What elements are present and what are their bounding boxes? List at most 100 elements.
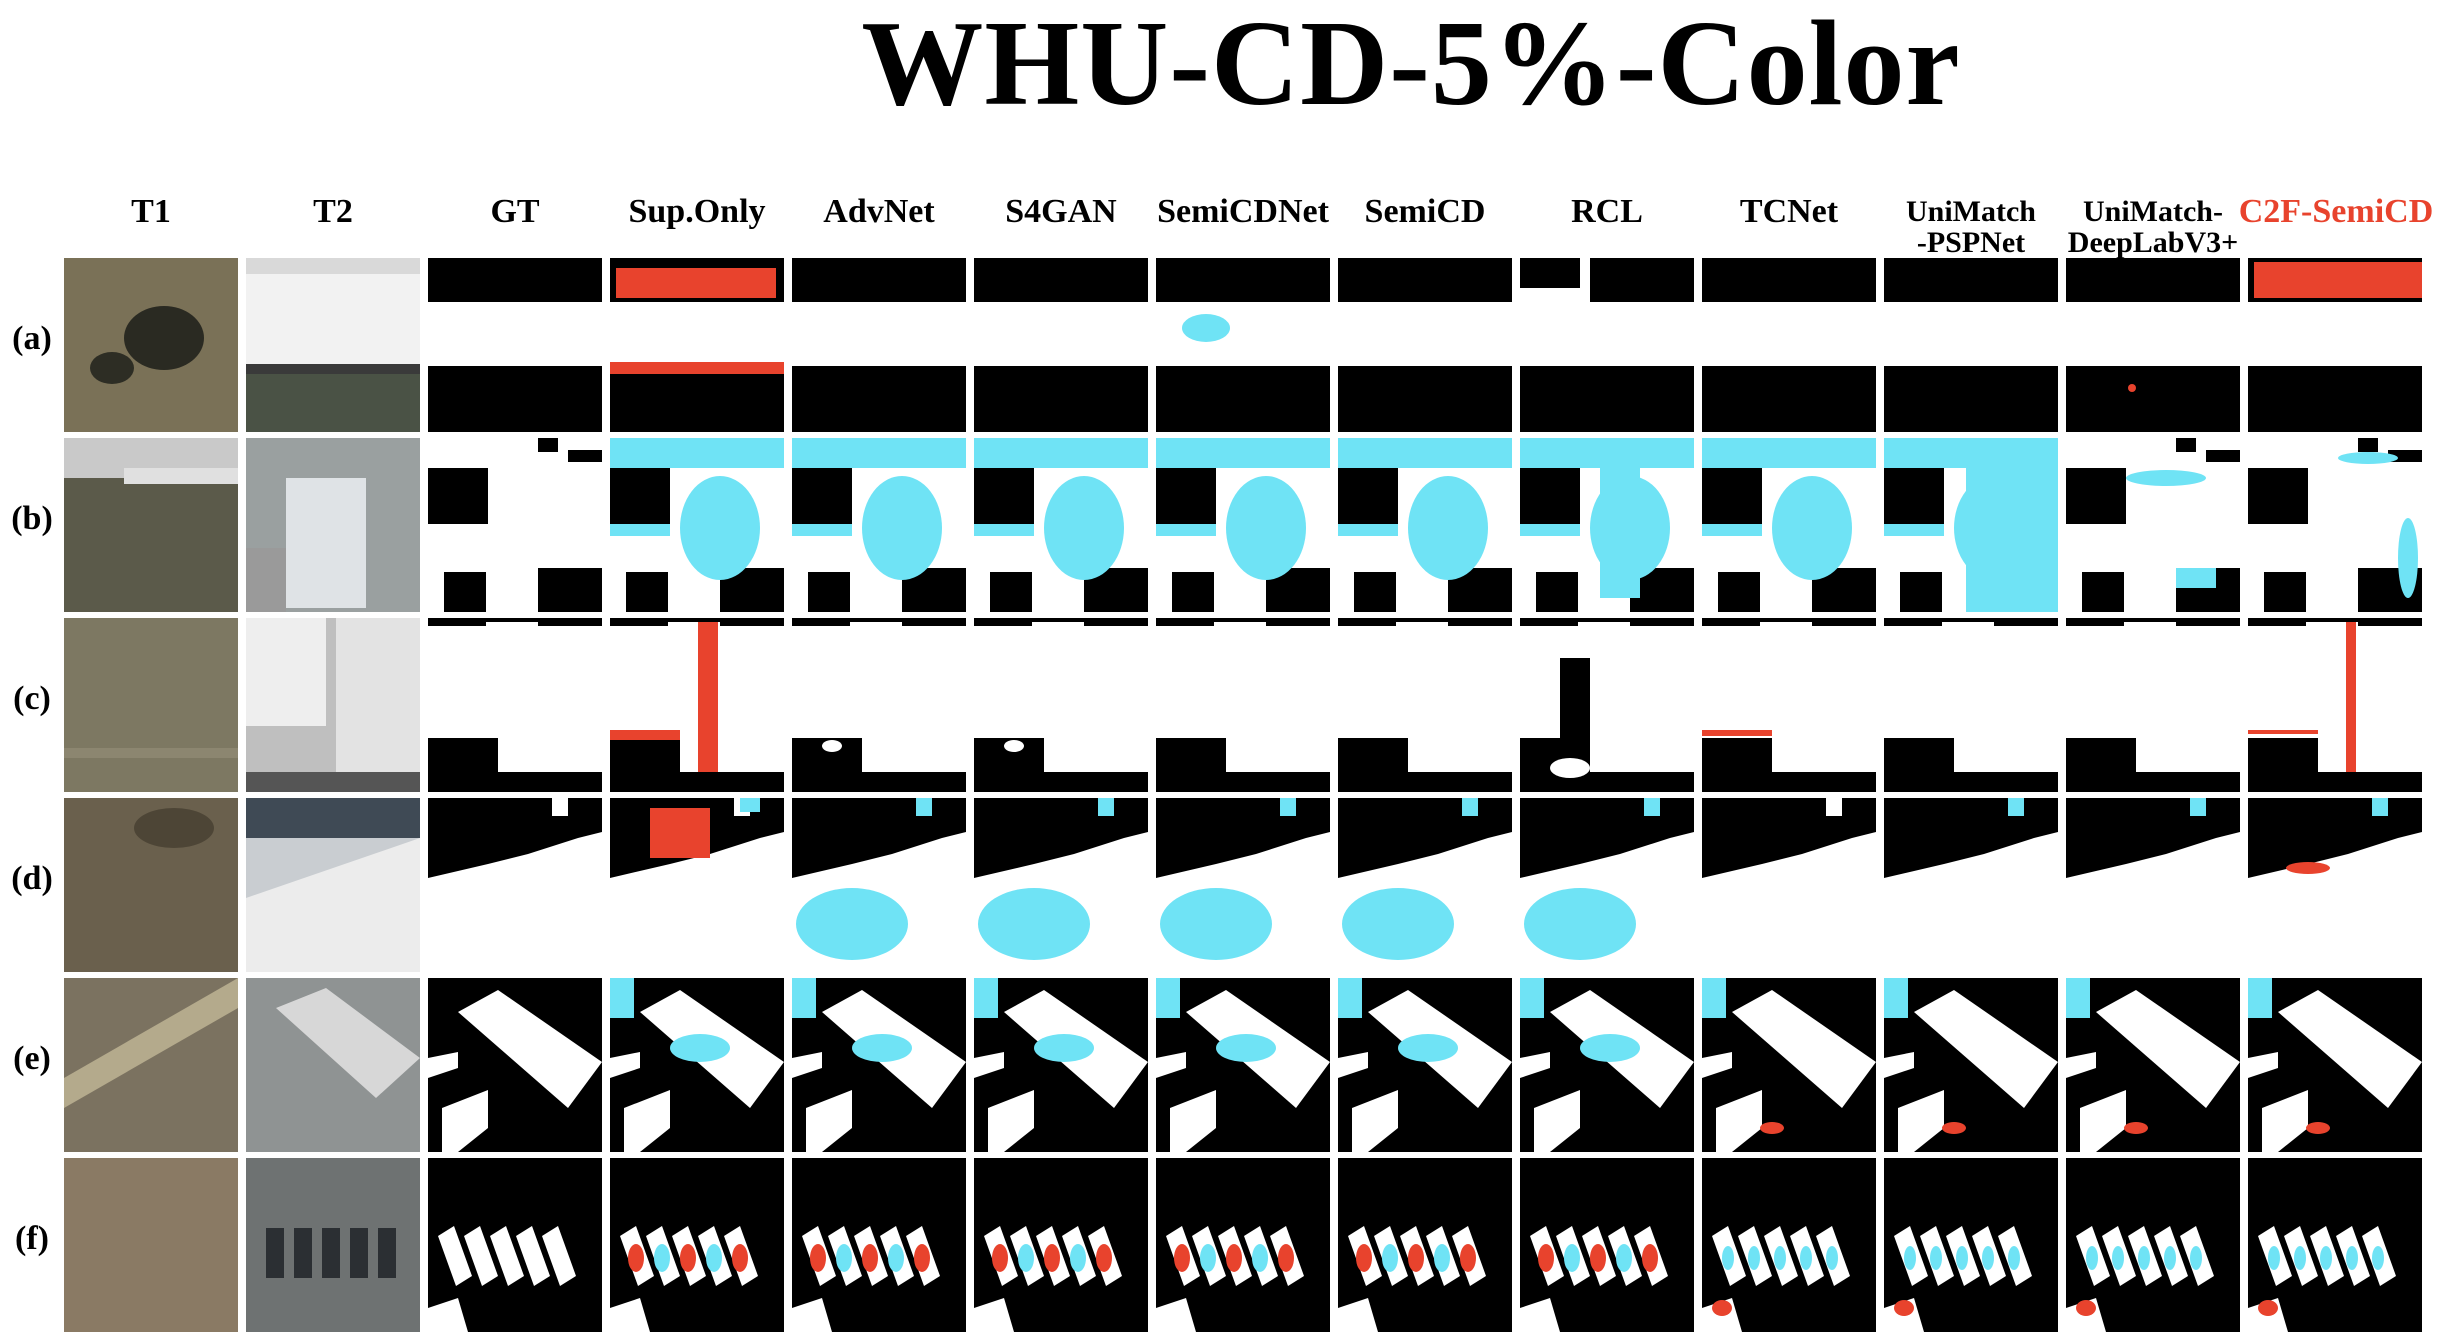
tile-image-d-s4gan xyxy=(974,798,1148,972)
tile-d-semicd xyxy=(1338,798,1512,972)
tile-e-unimatch-deeplabv3 xyxy=(2066,978,2240,1152)
tile-image-a-sup-only xyxy=(610,258,784,432)
column-header-advnet: AdvNet xyxy=(823,193,935,230)
column-header-semicdnet: SemiCDNet xyxy=(1157,193,1329,230)
tile-image-c-c2f-semicd xyxy=(2248,618,2422,792)
tile-image-e-sup-only xyxy=(610,978,784,1152)
tile-c-unimatch-deeplabv3 xyxy=(2066,618,2240,792)
tile-image-c-advnet xyxy=(792,618,966,792)
tile-image-e-gt xyxy=(428,978,602,1152)
row-label-a: (a) xyxy=(12,320,52,357)
tile-f-t1 xyxy=(64,1158,238,1332)
tile-image-c-semicdnet xyxy=(1156,618,1330,792)
row-label-f: (f) xyxy=(15,1220,49,1257)
tile-b-t1 xyxy=(64,438,238,612)
tile-image-d-c2f-semicd xyxy=(2248,798,2422,972)
column-header-unimatch-deeplabv3: UniMatch- DeepLabV3+ xyxy=(2067,195,2239,259)
tile-image-e-s4gan xyxy=(974,978,1148,1152)
row-label-c: (c) xyxy=(13,680,51,717)
tile-image-c-tcnet xyxy=(1702,618,1876,792)
tile-d-advnet xyxy=(792,798,966,972)
tile-f-unimatch-pspnet xyxy=(1884,1158,2058,1332)
tile-d-semicdnet xyxy=(1156,798,1330,972)
tile-b-unimatch-pspnet xyxy=(1884,438,2058,612)
tile-f-semicd xyxy=(1338,1158,1512,1332)
tile-image-e-advnet xyxy=(792,978,966,1152)
tile-image-a-t2 xyxy=(246,258,420,432)
tile-image-f-semicdnet xyxy=(1156,1158,1330,1332)
tile-b-c2f-semicd xyxy=(2248,438,2422,612)
tile-a-c2f-semicd xyxy=(2248,258,2422,432)
tile-c-t2 xyxy=(246,618,420,792)
tile-image-d-gt xyxy=(428,798,602,972)
tile-image-a-semicdnet xyxy=(1156,258,1330,432)
tile-image-e-t2 xyxy=(246,978,420,1152)
column-header-sup-only: Sup.Only xyxy=(628,193,766,230)
tile-d-t2 xyxy=(246,798,420,972)
tile-image-c-t1 xyxy=(64,618,238,792)
tile-image-e-semicdnet xyxy=(1156,978,1330,1152)
figure-title: WHU-CD-5%-Color xyxy=(861,0,1961,131)
tile-image-a-t1 xyxy=(64,258,238,432)
tile-image-c-unimatch-pspnet xyxy=(1884,618,2058,792)
column-header-t1: T1 xyxy=(131,193,171,230)
tile-f-sup-only xyxy=(610,1158,784,1332)
tile-e-advnet xyxy=(792,978,966,1152)
tile-b-s4gan xyxy=(974,438,1148,612)
tile-image-e-unimatch-pspnet xyxy=(1884,978,2058,1152)
tile-d-rcl xyxy=(1520,798,1694,972)
tile-image-f-semicd xyxy=(1338,1158,1512,1332)
tile-a-tcnet xyxy=(1702,258,1876,432)
tile-d-sup-only xyxy=(610,798,784,972)
tile-a-t1 xyxy=(64,258,238,432)
tile-image-a-gt xyxy=(428,258,602,432)
column-header-s4gan: S4GAN xyxy=(1005,193,1117,230)
column-header-gt: GT xyxy=(490,193,540,230)
tile-image-f-unimatch-pspnet xyxy=(1884,1158,2058,1332)
tile-image-b-semicd xyxy=(1338,438,1512,612)
tile-b-sup-only xyxy=(610,438,784,612)
tile-f-s4gan xyxy=(974,1158,1148,1332)
column-header-tcnet: TCNet xyxy=(1739,193,1839,230)
tile-image-a-unimatch-deeplabv3 xyxy=(2066,258,2240,432)
tile-b-advnet xyxy=(792,438,966,612)
tile-c-semicdnet xyxy=(1156,618,1330,792)
tile-image-e-c2f-semicd xyxy=(2248,978,2422,1152)
tile-c-rcl xyxy=(1520,618,1694,792)
tile-c-sup-only xyxy=(610,618,784,792)
tile-image-f-t2 xyxy=(246,1158,420,1332)
tile-e-semicdnet xyxy=(1156,978,1330,1152)
tile-image-b-sup-only xyxy=(610,438,784,612)
tile-b-semicd xyxy=(1338,438,1512,612)
tile-image-b-t2 xyxy=(246,438,420,612)
tile-f-rcl xyxy=(1520,1158,1694,1332)
tile-f-advnet xyxy=(792,1158,966,1332)
tile-image-b-t1 xyxy=(64,438,238,612)
row-label-b: (b) xyxy=(11,500,53,537)
tile-c-tcnet xyxy=(1702,618,1876,792)
tile-image-d-t2 xyxy=(246,798,420,972)
tile-image-c-t2 xyxy=(246,618,420,792)
tile-b-tcnet xyxy=(1702,438,1876,612)
tile-f-tcnet xyxy=(1702,1158,1876,1332)
tile-c-s4gan xyxy=(974,618,1148,792)
tile-image-d-advnet xyxy=(792,798,966,972)
tile-image-a-c2f-semicd xyxy=(2248,258,2422,432)
tile-e-t2 xyxy=(246,978,420,1152)
tile-a-semicdnet xyxy=(1156,258,1330,432)
tile-b-gt xyxy=(428,438,602,612)
tile-image-f-unimatch-deeplabv3 xyxy=(2066,1158,2240,1332)
tile-a-advnet xyxy=(792,258,966,432)
tile-e-unimatch-pspnet xyxy=(1884,978,2058,1152)
tile-image-d-unimatch-pspnet xyxy=(1884,798,2058,972)
tile-image-c-gt xyxy=(428,618,602,792)
tile-d-gt xyxy=(428,798,602,972)
tile-image-f-s4gan xyxy=(974,1158,1148,1332)
tile-image-d-tcnet xyxy=(1702,798,1876,972)
tile-image-f-tcnet xyxy=(1702,1158,1876,1332)
tile-c-semicd xyxy=(1338,618,1512,792)
tile-e-s4gan xyxy=(974,978,1148,1152)
tile-image-c-sup-only xyxy=(610,618,784,792)
tile-b-t2 xyxy=(246,438,420,612)
tile-c-t1 xyxy=(64,618,238,792)
